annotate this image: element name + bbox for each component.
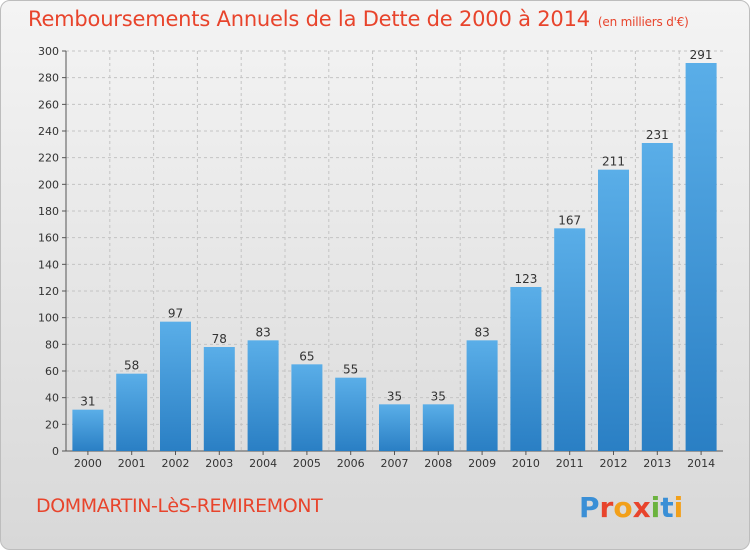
commune-name: DOMMARTIN-LèS-REMIREMONT (36, 495, 323, 517)
bar (510, 287, 542, 451)
x-tick-label: 2007 (381, 457, 409, 470)
y-tick-label: 80 (45, 338, 59, 351)
labels: 0 20 40 60 80 100 120 140 160 180 200 220 240 260 280 3… (38, 45, 715, 470)
bar (335, 377, 367, 451)
y-tick-label: 120 (38, 285, 59, 298)
data-label: 97 (168, 307, 183, 321)
x-tick-label: 2002 (162, 457, 190, 470)
y-tick-label: 60 (45, 365, 59, 378)
data-label: 167 (558, 213, 581, 227)
data-label: 31 (80, 395, 95, 409)
proxiti-logo[interactable]: Proxiti (579, 491, 683, 524)
y-tick-label: 240 (38, 125, 59, 138)
bar (116, 373, 148, 451)
data-label: 35 (431, 389, 446, 403)
logo-letter: x (632, 491, 651, 524)
y-tick-label: 300 (38, 45, 59, 58)
logo-letter: t (660, 491, 674, 524)
y-tick-label: 180 (38, 205, 59, 218)
x-tick-label: 2005 (293, 457, 321, 470)
y-tick-label: 100 (38, 312, 59, 325)
data-label: 35 (387, 389, 402, 403)
data-label: 65 (299, 349, 314, 363)
data-label: 83 (474, 325, 489, 339)
bars (72, 63, 717, 451)
bar (466, 340, 498, 451)
x-tick-label: 2009 (468, 457, 496, 470)
y-tick-label: 160 (38, 232, 59, 245)
logo-letter: r (599, 491, 614, 524)
bar (422, 404, 454, 451)
logo-letter: i (673, 491, 684, 524)
y-tick-label: 220 (38, 152, 59, 165)
bar (203, 347, 235, 451)
x-tick-label: 2012 (600, 457, 628, 470)
x-tick-label: 2001 (118, 457, 146, 470)
bar (641, 143, 673, 451)
x-tick-label: 2008 (424, 457, 452, 470)
chart-title: Remboursements Annuels de la Dette de 20… (28, 7, 689, 31)
x-tick-label: 2011 (556, 457, 584, 470)
x-tick-label: 2000 (74, 457, 102, 470)
x-tick-label: 2010 (512, 457, 540, 470)
bar (160, 321, 191, 451)
data-label: 211 (602, 155, 625, 169)
y-tick-label: 200 (38, 178, 59, 191)
x-tick-label: 2014 (687, 457, 715, 470)
y-tick-label: 0 (52, 445, 59, 458)
x-tick-label: 2006 (337, 457, 365, 470)
bar (247, 340, 279, 451)
data-label: 58 (124, 359, 139, 373)
data-label: 291 (690, 48, 713, 62)
y-tick-label: 280 (38, 72, 59, 85)
y-tick-label: 20 (45, 418, 59, 431)
x-tick-label: 2003 (205, 457, 233, 470)
data-label: 55 (343, 363, 358, 377)
data-label: 231 (646, 128, 669, 142)
bar (379, 404, 410, 451)
logo-letter: o (613, 491, 633, 524)
x-tick-label: 2004 (249, 457, 277, 470)
chart-title-text: Remboursements Annuels de la Dette de 20… (28, 7, 590, 31)
bar (554, 228, 586, 451)
bar (685, 63, 717, 451)
y-tick-label: 140 (38, 258, 59, 271)
data-label: 123 (514, 272, 537, 286)
bar (598, 169, 629, 451)
x-tick-label: 2013 (643, 457, 671, 470)
data-label: 83 (255, 325, 270, 339)
bar (291, 364, 323, 451)
logo-letter: P (579, 491, 600, 524)
bar (72, 409, 104, 451)
y-tick-label: 260 (38, 98, 59, 111)
y-tick-label: 40 (45, 392, 59, 405)
logo-letter: i (650, 491, 661, 524)
data-label: 78 (212, 332, 227, 346)
chart-subtitle: (en milliers d'€) (597, 15, 689, 29)
